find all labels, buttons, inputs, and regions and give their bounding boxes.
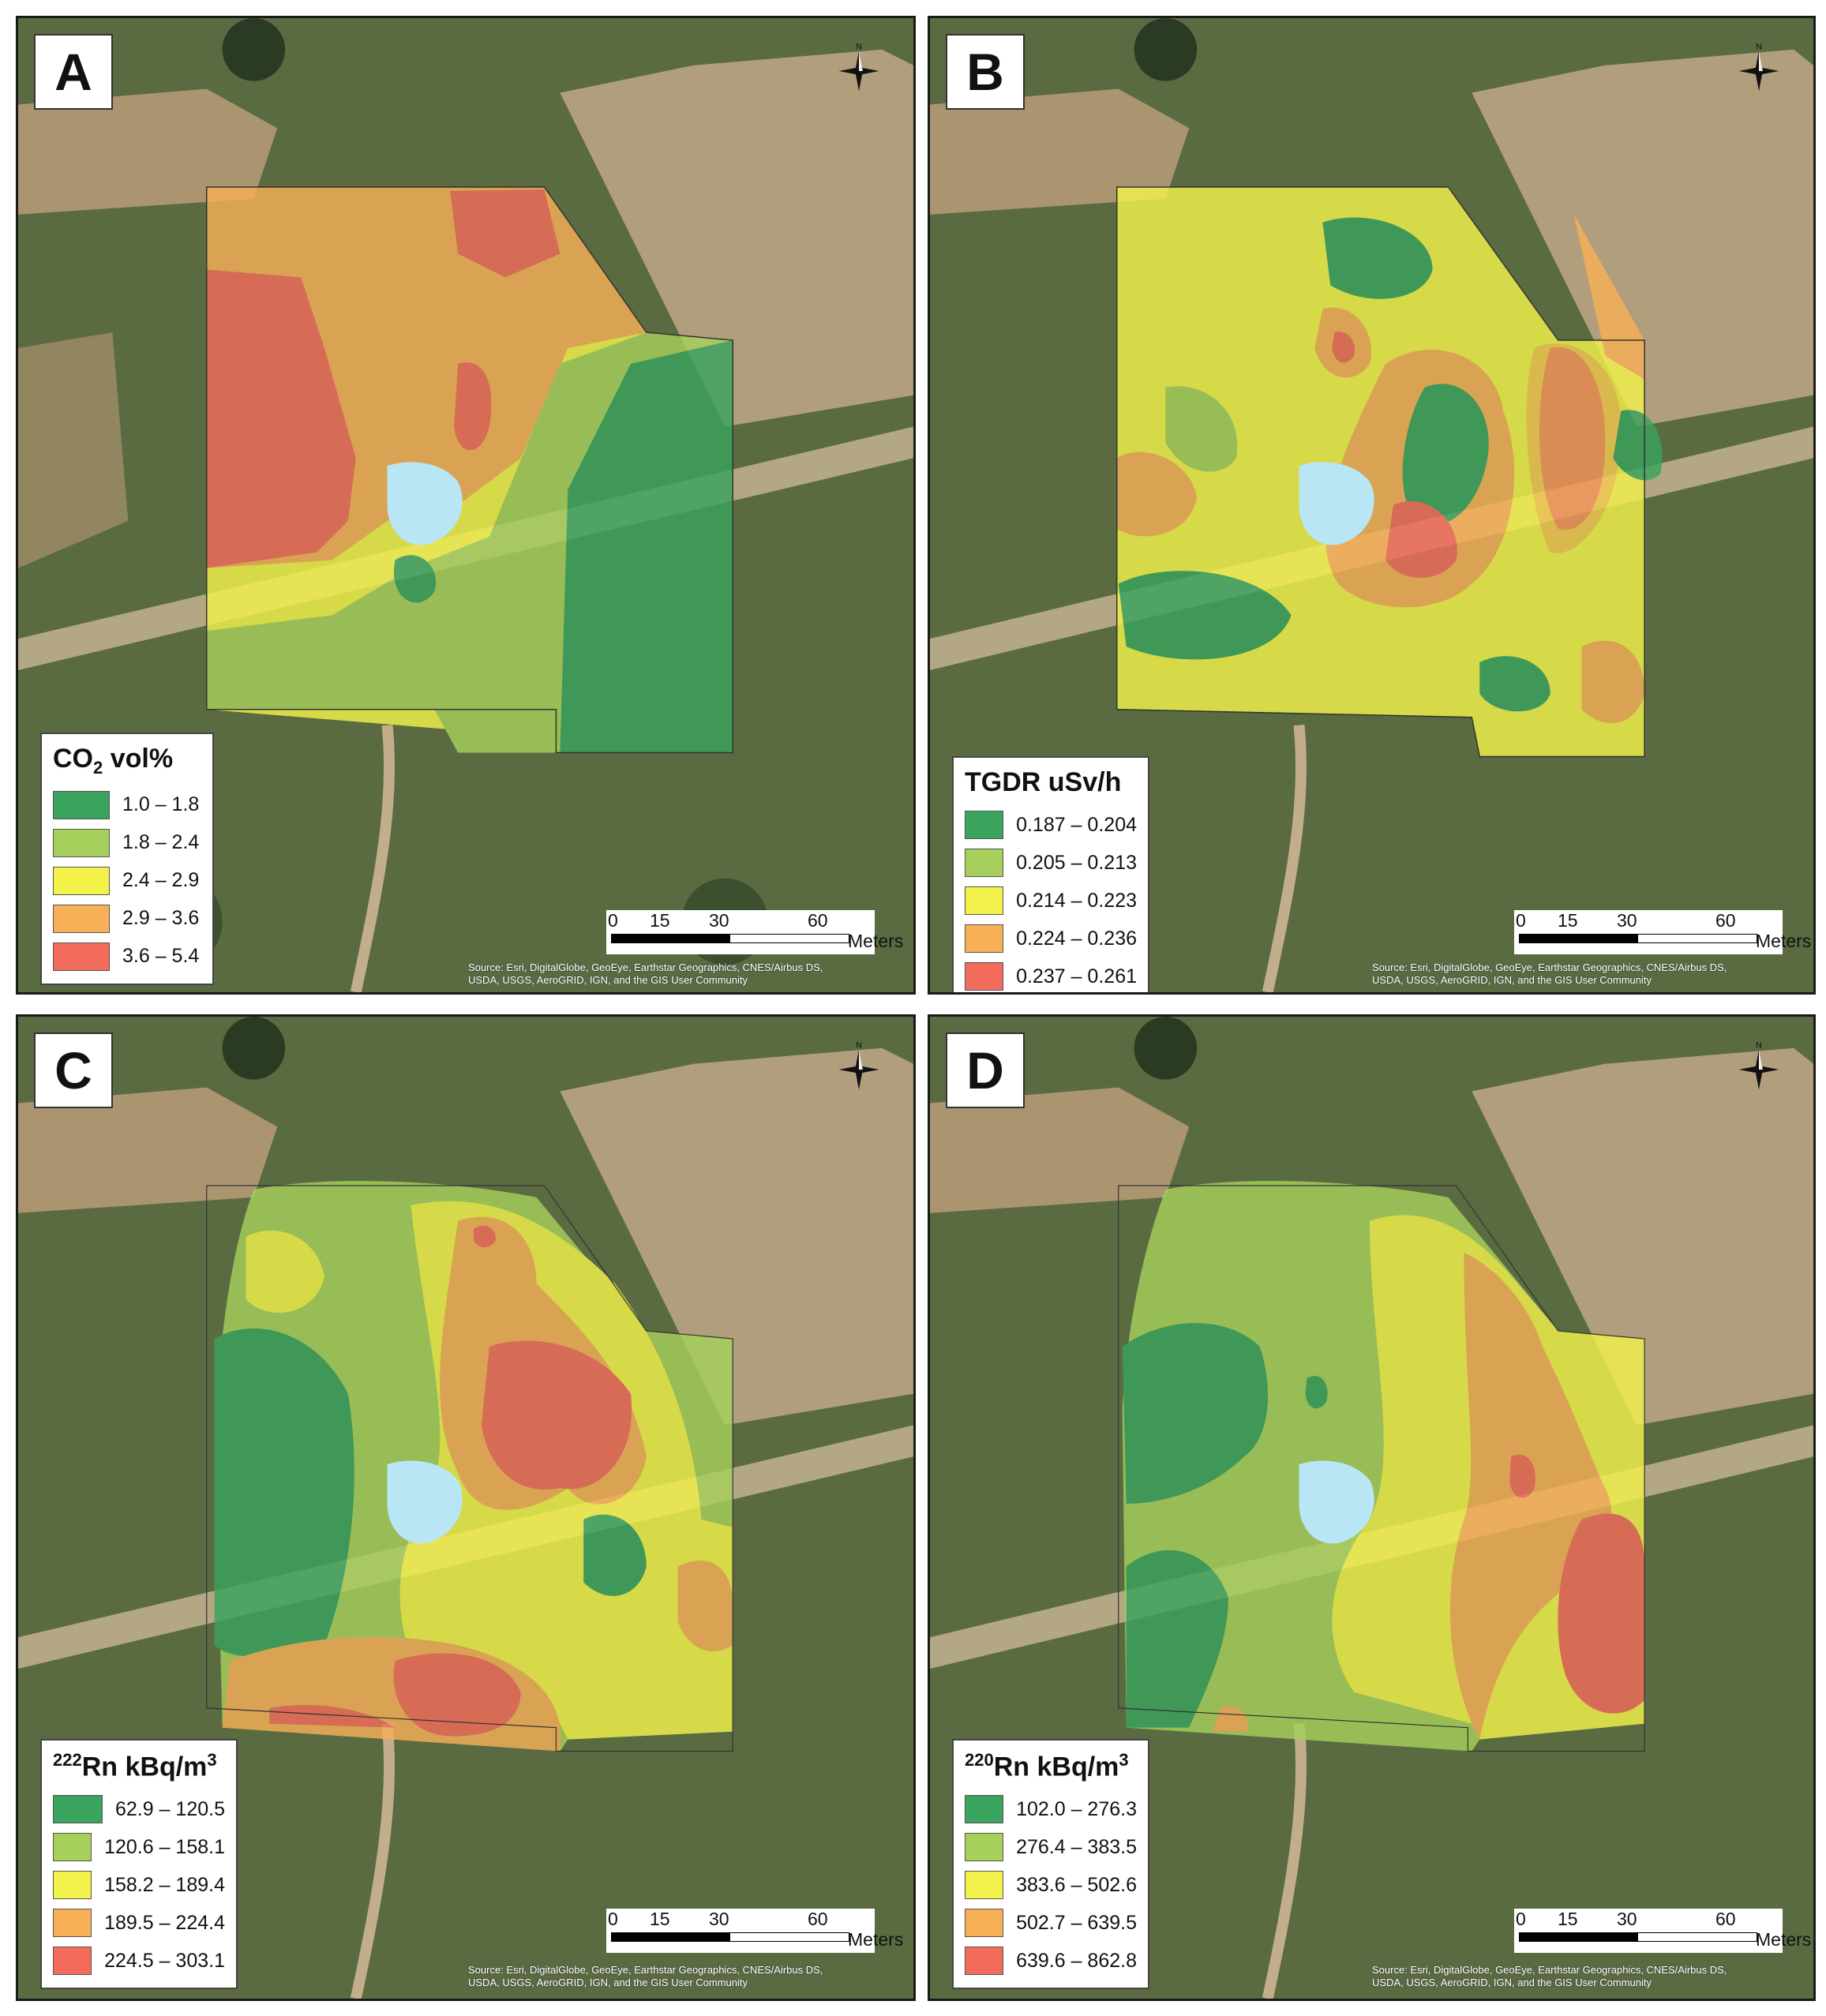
panel-letter: D <box>946 1032 1025 1108</box>
legend-class: 158.2 – 189.4 <box>53 1866 225 1904</box>
aerial-basemap <box>18 1017 913 1999</box>
scale-bar: 0 15 30 60 Meters <box>1514 910 1811 954</box>
attribution: Source: Esri, DigitalGlobe, GeoEye, Eart… <box>468 1964 823 1988</box>
legend-class: 189.5 – 224.4 <box>53 1904 225 1942</box>
rn222-surface <box>214 1181 733 1752</box>
legend-class: 0.205 – 0.213 <box>965 844 1137 882</box>
attribution: Source: Esri, DigitalGlobe, GeoEye, Eart… <box>1372 1964 1727 1988</box>
legend: 220Rn kBq/m3 102.0 – 276.3 276.4 – 383.5… <box>952 1739 1149 1990</box>
legend-class: 1.0 – 1.8 <box>53 786 201 824</box>
legend-class: 502.7 – 639.5 <box>965 1904 1137 1942</box>
legend-class: 383.6 – 502.6 <box>965 1866 1137 1904</box>
attribution: Source: Esri, DigitalGlobe, GeoEye, Eart… <box>468 961 823 986</box>
legend-class: 0.224 – 0.236 <box>965 920 1137 957</box>
legend-title: CO2 vol% <box>53 744 174 778</box>
north-arrow-icon: N <box>838 1041 879 1090</box>
legend: TGDR uSv/h 0.187 – 0.204 0.205 – 0.213 0… <box>952 756 1149 992</box>
legend-class: 2.4 – 2.9 <box>53 862 201 900</box>
legend-class: 224.5 – 303.1 <box>53 1942 225 1980</box>
pond <box>1299 1460 1374 1544</box>
legend-class: 120.6 – 158.1 <box>53 1828 225 1866</box>
attribution: Source: Esri, DigitalGlobe, GeoEye, Eart… <box>1372 961 1727 986</box>
north-label: N <box>856 43 862 52</box>
legend-class: 102.0 – 276.3 <box>965 1790 1137 1828</box>
legend-class: 639.6 – 862.8 <box>965 1942 1137 1980</box>
north-label: N <box>1756 43 1762 52</box>
panel-letter: C <box>34 1032 113 1108</box>
legend-class: 3.6 – 5.4 <box>53 938 201 976</box>
legend-class: 0.237 – 0.261 <box>965 957 1137 992</box>
pond <box>387 1460 463 1544</box>
north-arrow-icon: N <box>838 43 879 92</box>
north-label: N <box>856 1041 862 1051</box>
legend-class: 276.4 – 383.5 <box>965 1828 1137 1866</box>
north-label: N <box>1756 1041 1762 1051</box>
aerial-basemap <box>930 1017 1813 1999</box>
legend-title: TGDR uSv/h <box>965 767 1122 797</box>
scale-bar: 0 15 30 60 Meters <box>606 910 903 954</box>
pond <box>1299 462 1374 545</box>
map-panel-a: A N CO2 vol% 1.0 – 1.8 1.8 – 2.4 2.4 – 2… <box>16 16 916 995</box>
map-panel-b: B N TGDR uSv/h 0.187 – 0.204 0.205 – 0.2… <box>928 16 1816 995</box>
scale-bar: 0 15 30 60 Meters <box>606 1909 903 1953</box>
co2-surface <box>206 186 733 753</box>
map-panel-c: C N 222Rn kBq/m3 62.9 – 120.5 120.6 – 15… <box>16 1014 916 2001</box>
scale-bar: 0 15 30 60 Meters <box>1514 1909 1811 1953</box>
legend-class: 1.8 – 2.4 <box>53 824 201 862</box>
legend-class: 0.187 – 0.204 <box>965 806 1137 844</box>
panel-letter: B <box>946 34 1025 110</box>
legend: CO2 vol% 1.0 – 1.8 1.8 – 2.4 2.4 – 2.9 2… <box>40 733 214 985</box>
map-panel-d: D N 220Rn kBq/m3 102.0 – 276.3 276.4 – 3… <box>928 1014 1816 2001</box>
pond <box>387 462 463 545</box>
legend-title: 220Rn kBq/m3 <box>965 1750 1129 1782</box>
legend-class: 62.9 – 120.5 <box>53 1790 225 1828</box>
north-arrow-icon: N <box>1738 1041 1779 1090</box>
rn220-surface <box>1122 1181 1645 1752</box>
legend: 222Rn kBq/m3 62.9 – 120.5 120.6 – 158.1 … <box>40 1739 238 1990</box>
legend-title: 222Rn kBq/m3 <box>53 1750 217 1782</box>
north-arrow-icon: N <box>1738 43 1779 92</box>
legend-class: 0.214 – 0.223 <box>965 882 1137 920</box>
panel-letter: A <box>34 34 113 110</box>
tgdr-surface <box>1116 186 1663 757</box>
legend-class: 2.9 – 3.6 <box>53 900 201 938</box>
